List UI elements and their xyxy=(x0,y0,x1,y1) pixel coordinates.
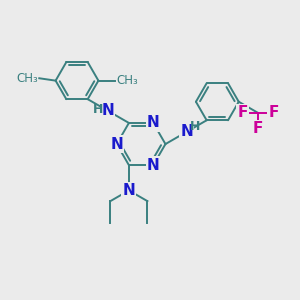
Text: N: N xyxy=(147,116,160,130)
Text: N: N xyxy=(180,124,193,140)
Text: H: H xyxy=(93,103,104,116)
Text: N: N xyxy=(101,103,114,118)
Text: F: F xyxy=(237,105,248,120)
Text: CH₃: CH₃ xyxy=(16,72,38,85)
Text: CH₃: CH₃ xyxy=(116,74,138,87)
Text: F: F xyxy=(268,105,279,120)
Text: F: F xyxy=(253,121,263,136)
Text: N: N xyxy=(110,136,123,152)
Text: N: N xyxy=(122,183,135,198)
Text: N: N xyxy=(147,158,160,173)
Text: H: H xyxy=(190,120,201,133)
